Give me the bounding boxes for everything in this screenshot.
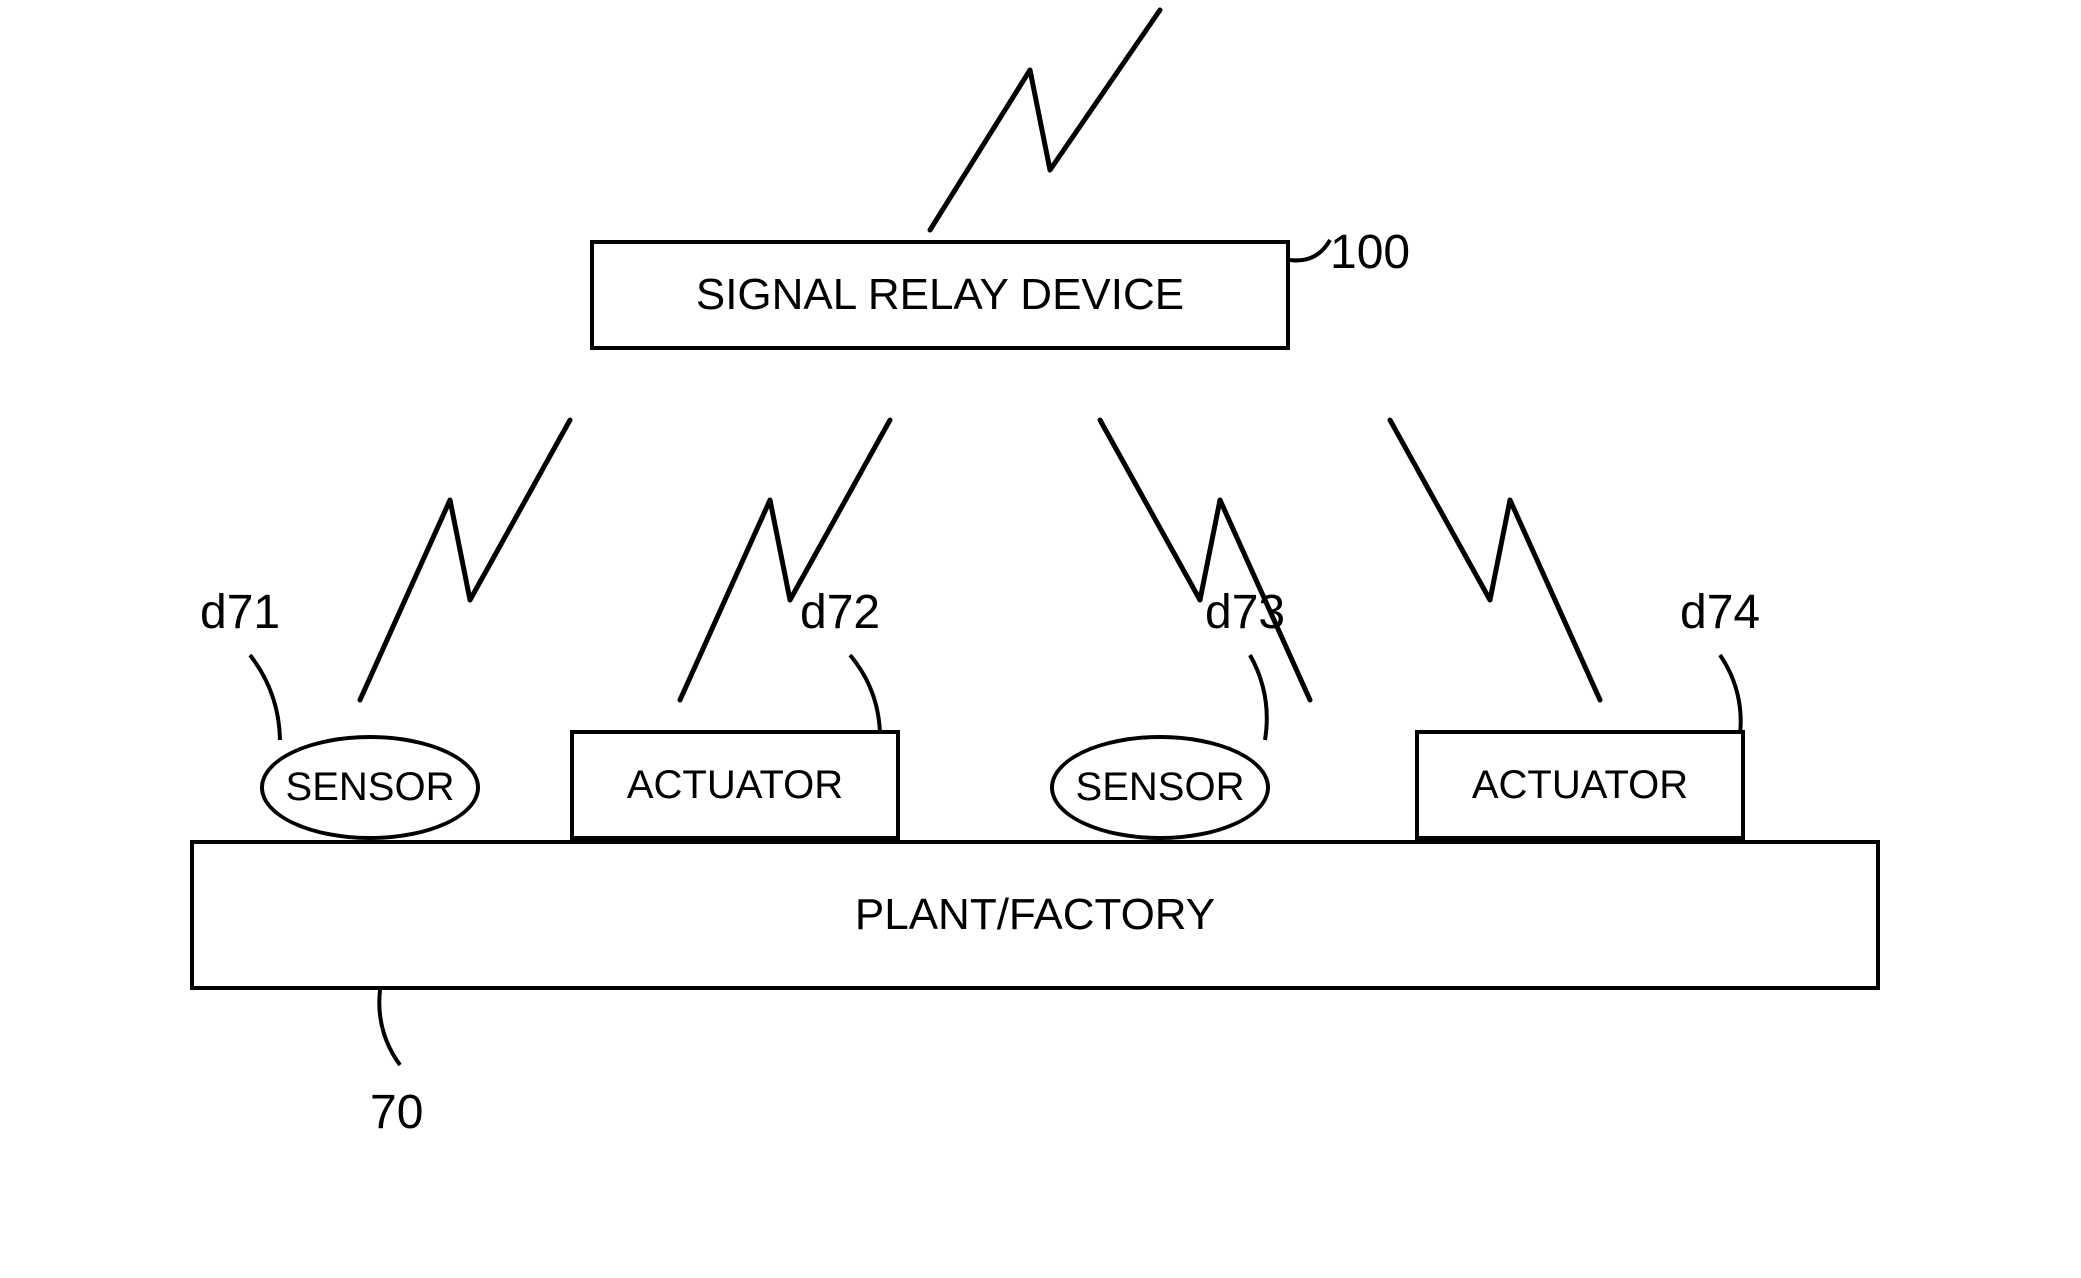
- plant-ref-label: 70: [370, 1085, 423, 1140]
- wireless-symbols-layer: [0, 0, 2081, 1278]
- signal-relay-device-label: SIGNAL RELAY DEVICE: [696, 270, 1184, 320]
- device-label: SENSOR: [286, 765, 455, 810]
- device-ref-label: d73: [1205, 585, 1285, 640]
- wireless-icon: [1390, 420, 1600, 700]
- sensor-node: SENSOR: [1050, 735, 1270, 840]
- plant-factory-label: PLANT/FACTORY: [855, 890, 1215, 940]
- sensor-node: SENSOR: [260, 735, 480, 840]
- device-ref-label: d74: [1680, 585, 1760, 640]
- device-label: ACTUATOR: [1472, 763, 1688, 808]
- device-label: SENSOR: [1076, 765, 1245, 810]
- device-label: ACTUATOR: [627, 763, 843, 808]
- signal-relay-diagram: SIGNAL RELAY DEVICE 100 PLANT/FACTORY 70…: [0, 0, 2081, 1278]
- actuator-node: ACTUATOR: [1415, 730, 1745, 840]
- plant-factory-box: PLANT/FACTORY: [190, 840, 1880, 990]
- leader-line: [1720, 655, 1741, 735]
- wireless-icon: [930, 10, 1160, 230]
- leader-line: [1250, 655, 1267, 740]
- leader-line: [1290, 240, 1330, 260]
- actuator-node: ACTUATOR: [570, 730, 900, 840]
- wireless-icon: [360, 420, 570, 700]
- device-ref-label: d71: [200, 585, 280, 640]
- signal-relay-device-box: SIGNAL RELAY DEVICE: [590, 240, 1290, 350]
- leader-line: [250, 655, 280, 740]
- device-ref-label: d72: [800, 585, 880, 640]
- leader-line: [850, 655, 880, 735]
- leader-line: [379, 990, 400, 1065]
- wireless-icon: [1100, 420, 1310, 700]
- wireless-icon: [680, 420, 890, 700]
- relay-ref-label: 100: [1330, 225, 1410, 280]
